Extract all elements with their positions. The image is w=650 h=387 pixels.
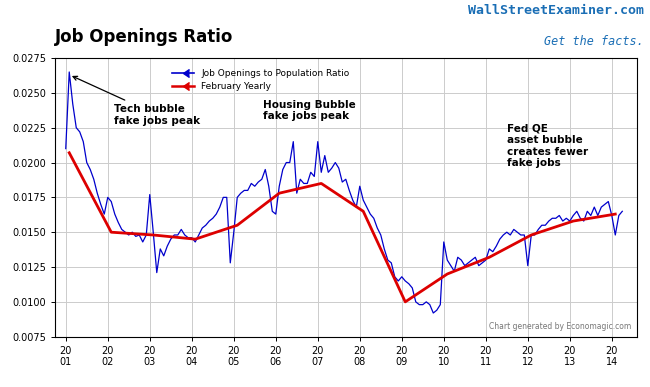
Text: Job Openings Ratio: Job Openings Ratio (55, 28, 233, 46)
Text: Housing Bubble
fake jobs peak: Housing Bubble fake jobs peak (263, 100, 356, 122)
Text: Get the facts.: Get the facts. (544, 35, 644, 48)
Text: WallStreetExaminer.com: WallStreetExaminer.com (467, 4, 644, 17)
Text: Chart generated by Economagic.com: Chart generated by Economagic.com (489, 322, 631, 331)
Text: Fed QE
asset bubble
creates fewer
fake jobs: Fed QE asset bubble creates fewer fake j… (507, 123, 588, 168)
Legend: Job Openings to Population Ratio, February Yearly: Job Openings to Population Ratio, Februa… (168, 65, 353, 95)
Text: Tech bubble
fake jobs peak: Tech bubble fake jobs peak (73, 76, 200, 126)
